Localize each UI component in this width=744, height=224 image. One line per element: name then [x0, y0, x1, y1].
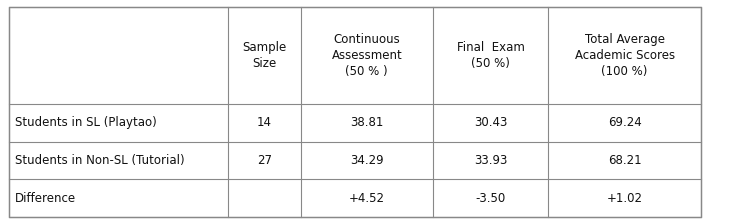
Text: Final  Exam
(50 %): Final Exam (50 %) — [457, 41, 525, 70]
Text: 27: 27 — [257, 154, 272, 167]
Text: 38.81: 38.81 — [350, 116, 383, 129]
Text: 68.21: 68.21 — [608, 154, 641, 167]
Text: Total Average
Academic Scores
(100 %): Total Average Academic Scores (100 %) — [574, 33, 675, 78]
Text: -3.50: -3.50 — [475, 192, 506, 205]
Text: 69.24: 69.24 — [608, 116, 641, 129]
Text: +1.02: +1.02 — [606, 192, 643, 205]
Text: Sample
Size: Sample Size — [243, 41, 286, 70]
Text: 14: 14 — [257, 116, 272, 129]
Text: Students in SL (Playtao): Students in SL (Playtao) — [15, 116, 157, 129]
Text: 34.29: 34.29 — [350, 154, 384, 167]
Text: 30.43: 30.43 — [474, 116, 507, 129]
Text: Difference: Difference — [15, 192, 76, 205]
Text: 33.93: 33.93 — [474, 154, 507, 167]
Text: Students in Non-SL (Tutorial): Students in Non-SL (Tutorial) — [15, 154, 185, 167]
Text: +4.52: +4.52 — [349, 192, 385, 205]
Text: Continuous
Assessment
(50 % ): Continuous Assessment (50 % ) — [331, 33, 403, 78]
